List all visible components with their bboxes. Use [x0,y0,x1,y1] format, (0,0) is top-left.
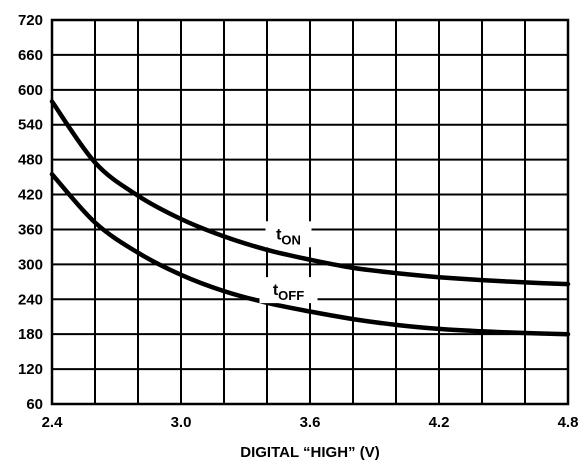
y-tick-label: 360 [18,221,43,238]
series-label-background [259,277,318,304]
x-tick-label: 3.0 [171,414,192,431]
y-tick-label: 540 [18,117,43,134]
chart-curves [49,99,571,337]
y-tick-label: 120 [18,361,43,378]
series-line-ton [49,99,571,287]
y-tick-label: 720 [18,12,43,29]
series-label-ton: tON [276,226,301,247]
x-tick-label: 4.8 [558,414,579,431]
plot-frame [50,18,570,406]
series-label-toff: tOFF [273,282,304,303]
y-tick-label: 300 [18,256,43,273]
chart-grid [50,18,570,406]
x-axis-title: DIGITAL “HIGH” (V) [240,444,379,461]
x-tick-label: 2.4 [42,414,64,431]
y-tick-label: 420 [18,187,43,204]
x-tick-label: 3.6 [300,414,321,431]
y-tick-label: 180 [18,326,43,343]
y-tick-label: 600 [18,82,43,99]
x-tick-label: 4.2 [429,414,450,431]
x-axis-tick-labels: 2.4 3.0 3.6 4.2 4.8 [42,414,579,431]
y-tick-label: 240 [18,291,43,308]
series-label-background [265,221,312,248]
chart-curve-labels: tON tOFF [259,221,318,304]
y-axis-tick-labels: 60 120 180 240 300 360 420 480 540 600 660 720 [18,12,43,413]
y-tick-label: 60 [26,396,43,413]
series-line-toff [49,171,571,337]
y-tick-label: 480 [18,152,43,169]
y-tick-label: 660 [18,47,43,64]
